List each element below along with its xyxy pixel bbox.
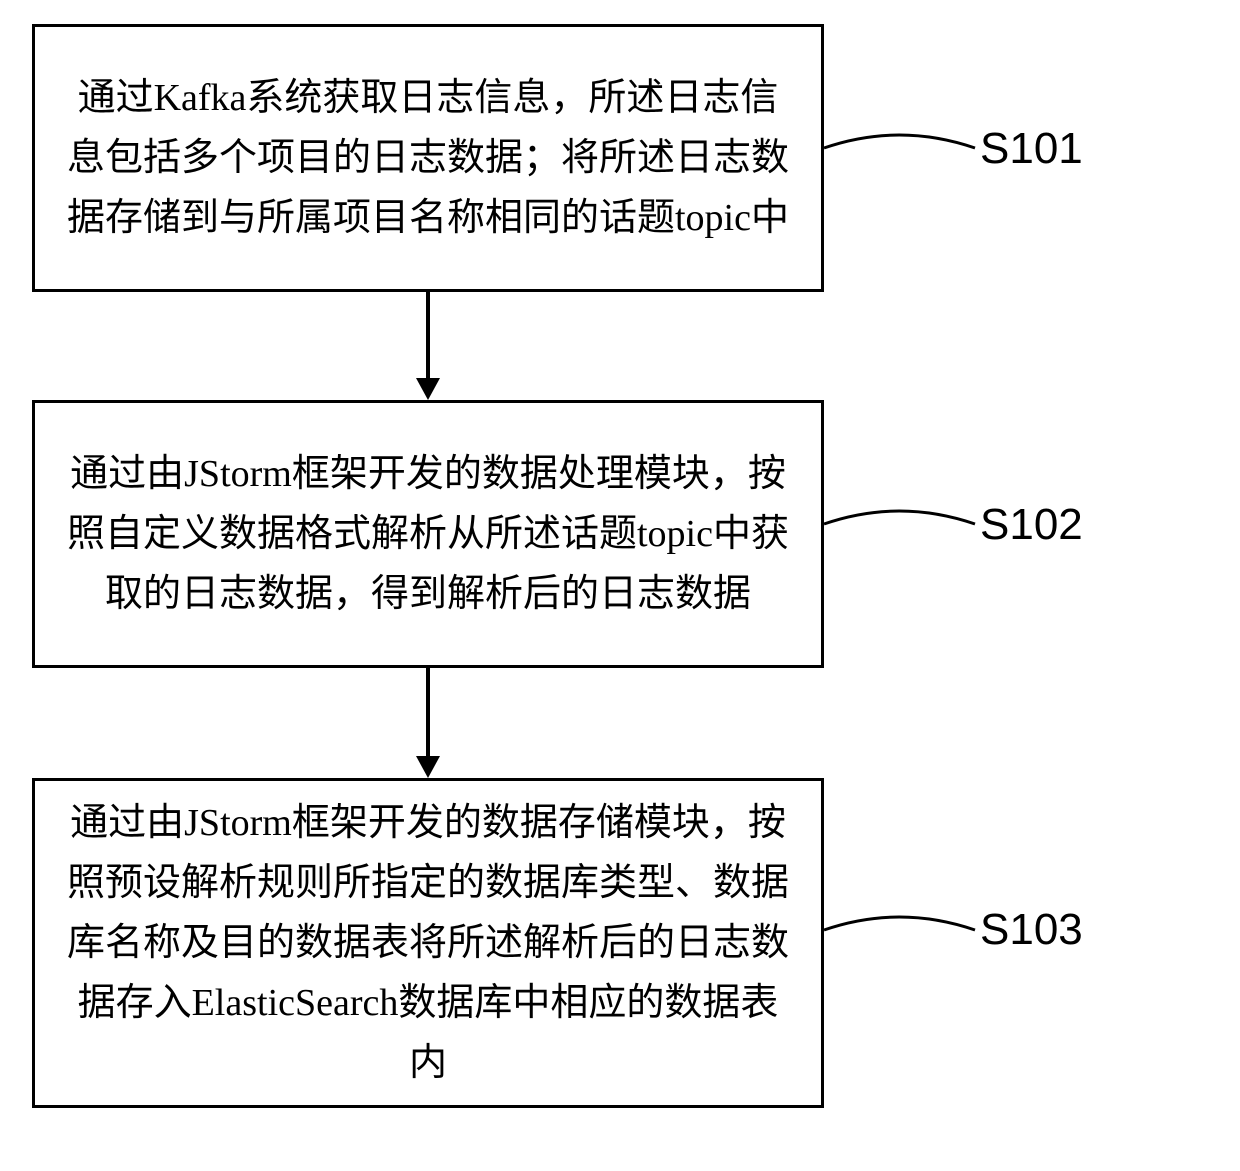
step-label-text: S102 [980,500,1083,549]
arrow-line-1 [426,292,430,380]
flowchart-canvas: 通过Kafka系统获取日志信息，所述日志信息包括多个项目的日志数据；将所述日志数… [0,0,1240,1171]
step-box-s101: 通过Kafka系统获取日志信息，所述日志信息包括多个项目的日志数据；将所述日志数… [32,24,824,292]
step-label-s101: S101 [980,124,1083,174]
step-label-text: S103 [980,905,1083,954]
step-label-s103: S103 [980,905,1083,955]
step-box-s102: 通过由JStorm框架开发的数据处理模块，按照自定义数据格式解析从所述话题top… [32,400,824,668]
step-box-s103: 通过由JStorm框架开发的数据存储模块，按照预设解析规则所指定的数据库类型、数… [32,778,824,1108]
step-label-text: S101 [980,124,1083,173]
step-text: 通过Kafka系统获取日志信息，所述日志信息包括多个项目的日志数据；将所述日志数… [61,68,795,248]
step-text: 通过由JStorm框架开发的数据存储模块，按照预设解析规则所指定的数据库类型、数… [61,793,795,1093]
step-label-s102: S102 [980,500,1083,550]
arrow-head-2 [416,756,440,778]
arrow-head-1 [416,378,440,400]
step-text: 通过由JStorm框架开发的数据处理模块，按照自定义数据格式解析从所述话题top… [61,444,795,624]
label-connector-s102 [824,494,984,554]
label-connector-s103 [824,900,984,960]
arrow-line-2 [426,668,430,758]
label-connector-s101 [824,118,984,178]
